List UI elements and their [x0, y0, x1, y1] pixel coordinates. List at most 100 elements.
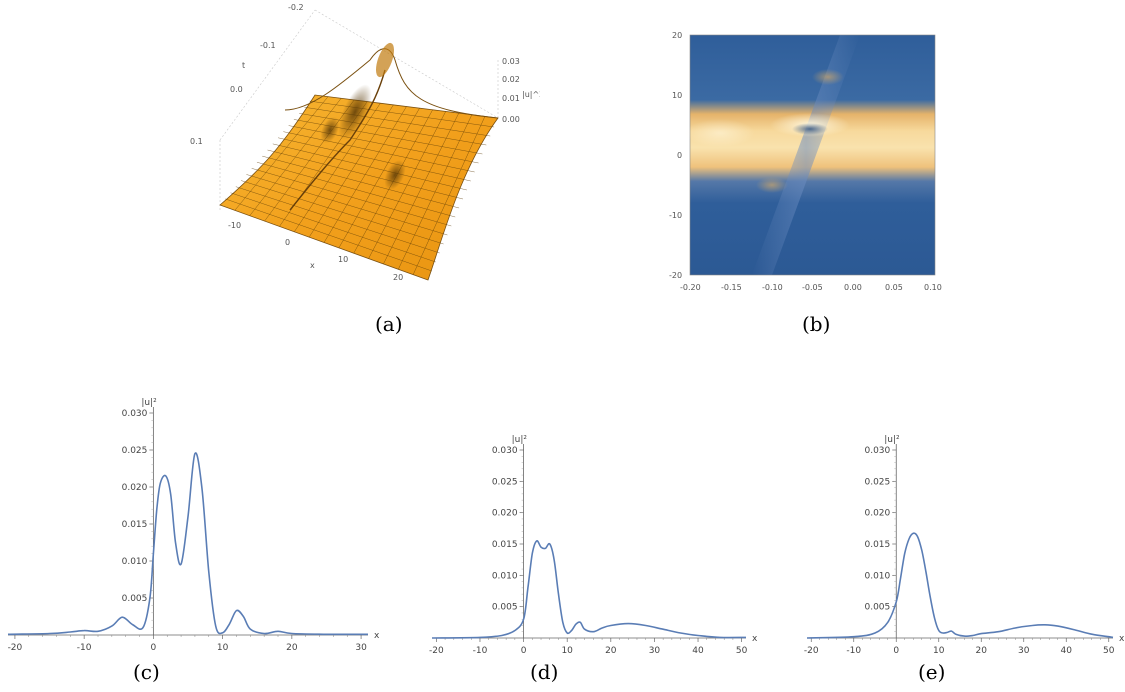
y-tick-label: 0.005 [492, 603, 518, 613]
z-tick: 0.03 [502, 57, 520, 66]
x-tick: -0.20 [680, 283, 701, 292]
x-tick: 20 [393, 273, 403, 282]
x-tick-label: -20 [8, 643, 23, 653]
series-line [431, 540, 747, 639]
mesh-line [246, 174, 448, 236]
density-x-ticks: -0.20 -0.15 -0.10 -0.05 0.00 0.05 0.10 [680, 283, 942, 292]
y-tick-label: 0.030 [492, 446, 518, 456]
mesh-line [241, 180, 444, 245]
t-tick: 0.0 [230, 85, 243, 94]
y-tick-label: 0.015 [864, 540, 890, 550]
mesh-line [288, 125, 479, 164]
y-tick-label: 0.020 [864, 509, 890, 519]
x-axis-label: x [1119, 634, 1125, 644]
mesh-line [251, 168, 452, 227]
density-plot: 20 10 0 -10 -20 -0.20 -0.15 -0.10 -0.05 … [669, 31, 942, 292]
surface-t-ticks: -0.2 -0.1 0.0 0.1 t [190, 3, 304, 146]
t-tick: 0.1 [190, 137, 203, 146]
x-tick-label: -20 [804, 646, 819, 655]
y-tick-label: 0.030 [864, 446, 890, 456]
caption-e: (e) [918, 660, 946, 684]
y-tick: 0 [677, 151, 682, 160]
x-tick-label: 10 [561, 646, 573, 655]
y-tick-label: 0.005 [864, 603, 890, 613]
x-tick-label: -10 [77, 643, 92, 653]
caption-c: (c) [133, 660, 160, 684]
x-tick: -0.05 [802, 283, 823, 292]
x-tick-label: -10 [846, 646, 861, 655]
x-tick-label: 30 [355, 643, 367, 653]
y-tick-label: 0.025 [122, 446, 148, 456]
x-axis-label: x [310, 261, 315, 270]
x-tick-label: 20 [286, 643, 298, 653]
line-plot-e: -20 -10 0 10 20 30 40 50 0.005 0.010 0.015 0.020 0.0… [804, 435, 1125, 656]
x-tick-label: 10 [217, 643, 229, 653]
x-tick-label: -10 [473, 646, 488, 655]
x-tick-label: -20 [429, 646, 444, 655]
x-tick: -10 [228, 221, 241, 230]
x-tick-label: 0 [151, 643, 157, 653]
mesh-line [293, 119, 483, 155]
line-plot-c: -20 -10 0 10 20 30 0.005 0.010 0.015 0.020 0.025 0.… [7, 398, 380, 653]
y-tick-label: 0.020 [122, 483, 148, 493]
x-tick: 10 [338, 255, 348, 264]
y-tick-label: 0.025 [492, 477, 518, 487]
x-tick-label: 0 [893, 646, 899, 655]
series-line [806, 532, 1114, 639]
panel-e: -20 -10 0 10 20 30 40 50 0.005 0.010 0.015 0.020 0.0… [795, 420, 1125, 656]
y-tick-label: 0.025 [864, 477, 890, 487]
t-axis-label: t [242, 61, 245, 70]
panel-a: -0.2 -0.1 0.0 0.1 t 0.03 0.02 0.01 0.00 … [180, 0, 544, 300]
series-line [7, 452, 369, 636]
y-tick-label: 0.010 [122, 557, 148, 567]
x-tick-label: 30 [649, 646, 661, 655]
mesh-line [309, 100, 495, 128]
line-plot-d: -20 -10 0 10 20 30 40 50 0.005 0.010 0.015 0.020 0.0… [429, 435, 758, 656]
x-tick-label: 10 [933, 646, 945, 655]
y-tick: 20 [672, 31, 682, 40]
y-tick-label: 0.015 [492, 540, 518, 550]
caption-b: (b) [802, 312, 831, 336]
x-axis-label: x [374, 631, 380, 641]
caption-d: (d) [530, 660, 559, 684]
panel-b: 20 10 0 -10 -20 -0.20 -0.15 -0.10 -0.05 … [660, 25, 950, 305]
x-tick: 0.00 [844, 283, 862, 292]
y-tick-label: 0.005 [122, 594, 148, 604]
x-tick: -0.15 [721, 283, 742, 292]
x-tick-label: 40 [1061, 646, 1073, 655]
x-tick-label: 0 [521, 646, 527, 655]
y-tick: -20 [669, 271, 682, 280]
mesh-line [235, 186, 440, 254]
mesh-line [272, 143, 467, 191]
panel-d: -20 -10 0 10 20 30 40 50 0.005 0.010 0.015 0.020 0.0… [420, 420, 765, 656]
mesh-line [230, 192, 436, 263]
mesh-line [304, 106, 491, 137]
y-tick: 10 [672, 91, 682, 100]
z-tick: 0.02 [502, 75, 520, 84]
y-tick-label: 0.030 [122, 409, 148, 419]
x-tick-label: 40 [692, 646, 704, 655]
mesh-line [225, 198, 432, 272]
surface-z-ticks: 0.03 0.02 0.01 0.00 |u|^2 [502, 57, 544, 124]
mesh-line [256, 162, 456, 218]
panel-c: -20 -10 0 10 20 30 0.005 0.010 0.015 0.020 0.025 0.… [0, 385, 390, 655]
y-axis-label: |u|² [884, 435, 900, 445]
x-tick-label: 50 [736, 646, 748, 655]
y-tick-label: 0.010 [492, 571, 518, 581]
x-tick: 0.05 [885, 283, 903, 292]
x-tick-label: 20 [976, 646, 988, 655]
t-tick: -0.1 [260, 41, 276, 50]
x-tick: 0 [285, 238, 290, 247]
y-tick-label: 0.010 [864, 571, 890, 581]
x-tick-label: 30 [1018, 646, 1030, 655]
y-tick-label: 0.020 [492, 509, 518, 519]
z-tick: 0.01 [502, 94, 520, 103]
y-tick-label: 0.015 [122, 520, 148, 530]
mesh-line [283, 131, 475, 173]
y-axis-label: |u|² [512, 435, 528, 445]
caption-a: (a) [375, 312, 403, 336]
mesh-line [262, 155, 460, 209]
z-tick: 0.00 [502, 115, 520, 124]
x-tick: -0.10 [762, 283, 783, 292]
mesh-line [278, 137, 471, 182]
